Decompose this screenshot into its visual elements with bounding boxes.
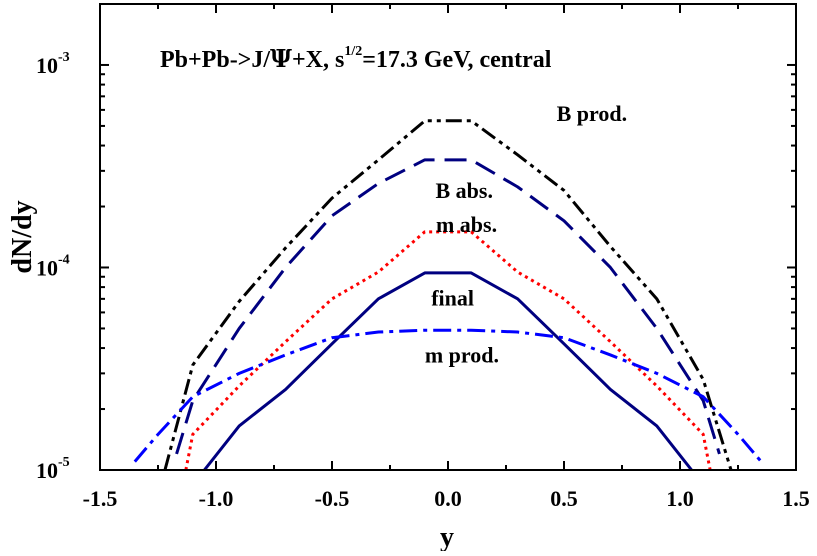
series-label-final: final	[431, 285, 474, 310]
series-label-m-prod: m prod.	[425, 342, 499, 367]
series-label-b-prod: B prod.	[557, 101, 628, 126]
series-line-b-abs	[175, 158, 721, 455]
series-line-m-abs	[184, 230, 712, 470]
x-tick-label: -1.5	[83, 486, 118, 511]
x-tick-label: 1.5	[782, 486, 810, 511]
x-axis-title: y	[440, 522, 454, 551]
y-tick-label: 10-5	[36, 455, 70, 483]
y-axis-title: dN/dy	[7, 200, 38, 273]
y-tick-label: 10-3	[36, 50, 70, 78]
y-axis-ticks: 10-5 10-4 10-3	[36, 3, 796, 483]
x-tick-label: 0.0	[434, 486, 462, 511]
series-line-b-prod	[163, 119, 733, 470]
chart-title: Pb+Pb->J/Ψ+X, s1/2=17.3 GeV, central	[160, 44, 552, 73]
series-layer	[133, 119, 763, 470]
plot-frame	[99, 3, 797, 471]
x-tick-label: 0.5	[550, 486, 578, 511]
x-axis-ticks: -1.5 -1.0 -0.5 0.0 0.5 1.0 1.5	[83, 4, 810, 511]
x-tick-label: 1.0	[666, 486, 694, 511]
series-label-m-abs: m abs.	[436, 212, 497, 237]
series-line-m-prod	[133, 328, 763, 463]
y-tick-label: 10-4	[36, 252, 70, 280]
x-tick-label: -1.0	[199, 486, 234, 511]
series-label-b-abs: B abs.	[435, 178, 492, 203]
series-labels: B prod. B abs. m abs. final m prod.	[425, 101, 627, 368]
series-line-final	[203, 271, 693, 470]
x-tick-label: -0.5	[315, 486, 350, 511]
